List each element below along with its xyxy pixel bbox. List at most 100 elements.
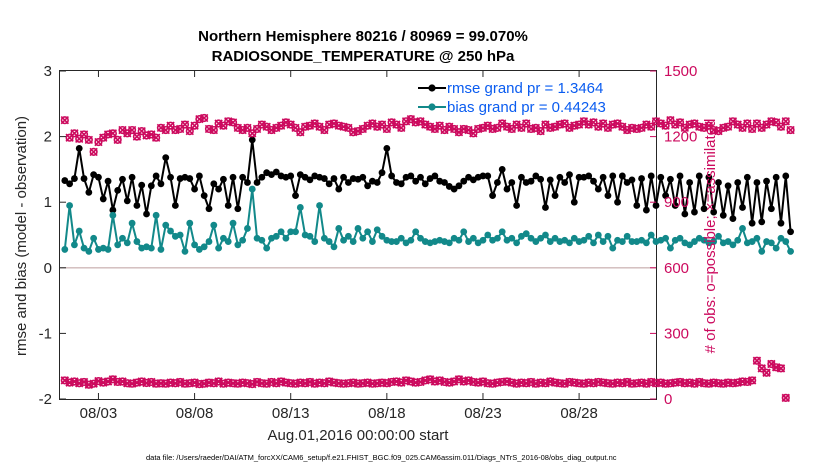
assimilated-overlay-circle	[267, 377, 276, 387]
assimilated-overlay-circle	[483, 379, 492, 388]
possible-point	[743, 119, 752, 128]
rmse-point	[609, 172, 617, 180]
plot-area: -2 -1 0 1 2 3 0 300 600 900 1200 1500 08/03 08/08 08/1…	[39, 63, 795, 422]
assimilated-overlay-circle	[642, 379, 651, 388]
assimilated-overlay-circle	[123, 379, 132, 388]
series-layer	[60, 113, 795, 403]
possible-point	[89, 147, 98, 157]
bias-point	[287, 228, 295, 236]
assimilated-overlay-circle	[228, 379, 238, 388]
rmse-point	[657, 173, 665, 181]
y-left-tick-label: 0	[44, 260, 52, 277]
rmse-point	[373, 179, 381, 186]
rmse-point	[763, 177, 770, 185]
y-right-tick-label: 600	[664, 260, 689, 277]
possible-overlay-cross	[387, 118, 396, 127]
bias-point	[296, 204, 304, 211]
bias-point	[527, 234, 535, 242]
rmse-point	[143, 210, 150, 218]
bias-point	[710, 238, 718, 245]
possible-overlay-cross	[757, 123, 766, 133]
assimilated-overlay-circle	[70, 377, 79, 386]
rmse-point	[114, 186, 122, 194]
possible-overlay-cross	[699, 123, 709, 133]
legend-bias-label: bias grand pr = 0.44243	[447, 99, 606, 116]
bias-point	[546, 238, 554, 245]
possible-point	[397, 123, 406, 132]
rmse-point	[123, 197, 131, 205]
rmse-point	[244, 179, 251, 186]
possible-point	[296, 128, 305, 137]
bias-point	[167, 227, 174, 235]
y-left-tick-label: 2	[44, 129, 52, 146]
bias-point	[234, 241, 242, 249]
possible-overlay-cross	[502, 122, 512, 131]
rmse-point	[739, 204, 746, 211]
rmse-point	[667, 175, 674, 183]
rmse-point	[700, 205, 708, 213]
assimilated-overlay-circle	[618, 379, 627, 388]
assimilated-overlay-circle	[589, 379, 598, 388]
assimilated-overlay-circle	[507, 378, 516, 387]
bias-point	[152, 211, 160, 219]
rmse-point	[546, 176, 554, 184]
rmse-point	[782, 172, 790, 180]
assimilated-overlay-circle	[137, 377, 146, 386]
rmse-point	[662, 192, 670, 200]
rmse-point	[479, 172, 487, 180]
rmse-point	[638, 175, 645, 182]
possible-overlay-cross	[262, 122, 271, 131]
assimilated-overlay-circle	[200, 379, 209, 388]
possible-overlay-cross	[233, 123, 243, 133]
legend-rmse-label: rmse grand pr = 1.3464	[447, 80, 603, 97]
assimilated-overlay-circle	[329, 378, 339, 387]
possible-overlay-cross	[536, 126, 545, 136]
bias-point	[445, 239, 453, 247]
assimilated-overlay-circle	[623, 377, 632, 387]
assimilated-overlay-circle	[368, 379, 377, 388]
bias-point	[460, 228, 468, 236]
possible-point	[166, 121, 175, 130]
rmse-point	[575, 173, 583, 181]
possible-overlay-cross	[60, 116, 69, 125]
bias-point	[551, 234, 559, 242]
rmse-point	[642, 206, 650, 214]
legend-bias-marker	[428, 103, 436, 111]
possible-overlay-cross	[267, 125, 276, 135]
assimilated-overlay-circle	[522, 379, 531, 388]
possible-overlay-cross	[156, 123, 166, 133]
assimilated-overlay-circle	[613, 378, 622, 387]
assimilated-overlay-circle	[166, 378, 175, 387]
bias-point	[191, 241, 198, 249]
bias-point	[570, 234, 578, 242]
assimilated-overlay-circle	[752, 356, 762, 365]
bias-point	[691, 238, 698, 245]
assimilated-overlay-circle	[699, 379, 709, 388]
assimilated-overlay-circle	[161, 379, 170, 388]
possible-overlay-cross	[257, 120, 267, 129]
assimilated-overlay-circle	[757, 364, 766, 373]
possible-overlay-cross	[99, 133, 108, 142]
possible-point	[291, 123, 300, 132]
rmse-point	[104, 177, 112, 185]
bias-point	[522, 230, 530, 238]
bias-point	[580, 236, 588, 244]
bias-point	[686, 241, 694, 249]
assimilated-overlay-circle	[305, 377, 315, 387]
chart-title-line1: Northern Hemisphere 80216 / 80969 = 99.0…	[198, 28, 528, 45]
rmse-point	[195, 172, 203, 180]
possible-point	[152, 133, 161, 142]
rmse-point	[253, 179, 261, 186]
rmse-point	[719, 211, 727, 219]
x-axis-label: Aug.01,2016 00:00:00 start	[268, 427, 450, 444]
assimilated-overlay-circle	[75, 379, 84, 388]
rmse-point	[513, 202, 521, 209]
bias-point	[748, 238, 756, 245]
possible-overlay-cross	[89, 147, 98, 157]
bias-point	[455, 236, 463, 244]
bias-point	[311, 238, 319, 245]
rmse-point	[421, 180, 429, 188]
rmse-point	[527, 177, 535, 185]
assimilated-overlay-circle	[243, 379, 252, 388]
